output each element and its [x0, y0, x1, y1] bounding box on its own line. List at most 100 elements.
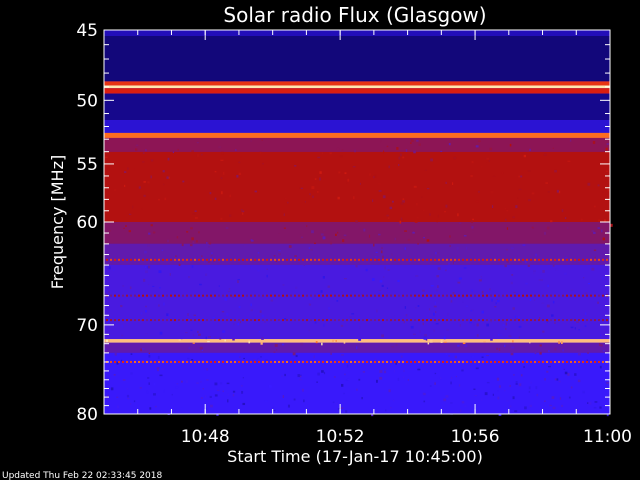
- heatmap-hot-dot: [562, 319, 564, 322]
- heatmap-hot-dot: [506, 360, 508, 363]
- heatmap-speckle: [317, 293, 321, 295]
- heatmap-hot-dot: [146, 319, 148, 322]
- heatmap-speckle: [382, 195, 386, 199]
- heatmap-hot-dot: [254, 360, 256, 363]
- heatmap-hot-dot: [330, 319, 332, 322]
- heatmap-speckle: [588, 282, 590, 285]
- heatmap-speckle: [392, 200, 394, 203]
- heatmap-hot-dot: [530, 360, 532, 363]
- heatmap-speckle: [104, 348, 108, 351]
- heatmap-speckle: [515, 293, 519, 296]
- heatmap-speckle: [175, 255, 177, 258]
- heatmap-speckle: [340, 407, 344, 409]
- heatmap-speckle: [197, 330, 199, 334]
- heatmap-speckle: [475, 367, 479, 370]
- heatmap-hot-dot: [290, 360, 292, 363]
- heatmap-speckle: [297, 374, 300, 378]
- heatmap-speckle: [192, 342, 195, 344]
- heatmap-hot-dot: [446, 319, 448, 322]
- heatmap-hot-dot: [350, 319, 352, 322]
- heatmap-hot-dot: [526, 360, 528, 363]
- heatmap-speckle: [510, 281, 513, 285]
- heatmap-speckle: [568, 396, 571, 399]
- heatmap-hot-dot: [138, 258, 140, 261]
- heatmap-hot-dot: [274, 258, 276, 261]
- heatmap-speckle: [353, 196, 355, 200]
- heatmap-speckle: [189, 244, 193, 247]
- heatmap-hot-dot: [454, 319, 456, 322]
- heatmap-speckle: [548, 350, 550, 353]
- heatmap-hot-dot: [206, 294, 208, 297]
- heatmap-hot-dot: [282, 319, 284, 322]
- heatmap-speckle: [446, 328, 449, 331]
- heatmap-speckle: [444, 211, 446, 213]
- heatmap-speckle: [472, 230, 474, 233]
- heatmap-speckle: [512, 216, 515, 219]
- heatmap-hot-dot: [294, 360, 296, 363]
- heatmap-hot-dot: [550, 360, 552, 363]
- heatmap-hot-dot: [138, 360, 140, 363]
- heatmap-hot-dot: [122, 294, 124, 297]
- heatmap-speckle: [261, 336, 264, 340]
- heatmap-hot-dot: [530, 258, 532, 261]
- heatmap-hot-dot: [294, 294, 296, 297]
- heatmap-hot-dot: [550, 319, 552, 322]
- heatmap-hot-dot: [514, 360, 516, 363]
- heatmap-speckle: [456, 246, 459, 250]
- heatmap-speckle: [540, 256, 542, 259]
- heatmap-speckle: [585, 312, 587, 315]
- heatmap-speckle: [378, 293, 381, 295]
- heatmap-speckle: [220, 159, 224, 161]
- heatmap-speckle: [417, 305, 420, 307]
- heatmap-speckle: [124, 184, 126, 187]
- heatmap-hot-dot: [218, 294, 220, 297]
- heatmap-speckle: [209, 404, 213, 408]
- heatmap-hot-dot: [454, 258, 456, 261]
- heatmap-hot-dot: [190, 294, 192, 297]
- heatmap-hot-dot: [410, 294, 412, 297]
- heatmap-speckle: [449, 245, 451, 247]
- heatmap-speckle: [141, 348, 145, 350]
- heatmap-hot-dot: [574, 319, 576, 322]
- heatmap-speckle: [430, 158, 433, 162]
- heatmap-hot-dot: [474, 258, 476, 261]
- heatmap-hot-dot: [254, 294, 256, 297]
- heatmap-speckle: [390, 406, 392, 409]
- heatmap-speckle: [426, 239, 430, 242]
- heatmap-hot-dot: [562, 294, 564, 297]
- heatmap-band: [104, 35, 610, 82]
- heatmap-hot-dot: [582, 319, 584, 322]
- heatmap-speckle: [492, 393, 494, 396]
- heatmap-speckle: [519, 175, 523, 178]
- heatmap-speckle: [594, 256, 596, 259]
- heatmap-hot-dot: [598, 319, 600, 322]
- heatmap-speckle: [434, 301, 436, 305]
- heatmap-speckle: [484, 392, 488, 396]
- heatmap-speckle: [529, 148, 531, 152]
- heatmap-speckle: [276, 349, 278, 351]
- heatmap-speckle: [447, 312, 450, 316]
- heatmap-speckle: [381, 284, 384, 287]
- y-tick-label: 70: [76, 316, 98, 336]
- heatmap-speckle: [141, 207, 144, 210]
- heatmap-speckle: [311, 230, 314, 234]
- heatmap-speckle: [437, 267, 441, 270]
- heatmap-hot-dot: [246, 360, 248, 363]
- heatmap-hot-dot: [290, 294, 292, 297]
- heatmap-speckle: [176, 236, 179, 239]
- heatmap-hot-dot: [354, 258, 356, 261]
- heatmap-speckle: [556, 189, 559, 193]
- heatmap-speckle: [278, 249, 281, 252]
- heatmap-speckle: [181, 380, 183, 383]
- heatmap-speckle: [498, 413, 502, 416]
- heatmap-band: [104, 93, 610, 121]
- heatmap-hot-dot: [466, 258, 468, 261]
- heatmap-speckle: [602, 191, 604, 193]
- heatmap-hot-dot: [290, 258, 292, 261]
- heatmap-speckle: [273, 409, 276, 412]
- heatmap-speckle: [404, 306, 407, 309]
- heatmap-hot-dot: [162, 294, 164, 297]
- heatmap-speckle: [274, 344, 278, 347]
- heatmap-speckle: [558, 340, 560, 344]
- heatmap-speckle: [458, 277, 462, 280]
